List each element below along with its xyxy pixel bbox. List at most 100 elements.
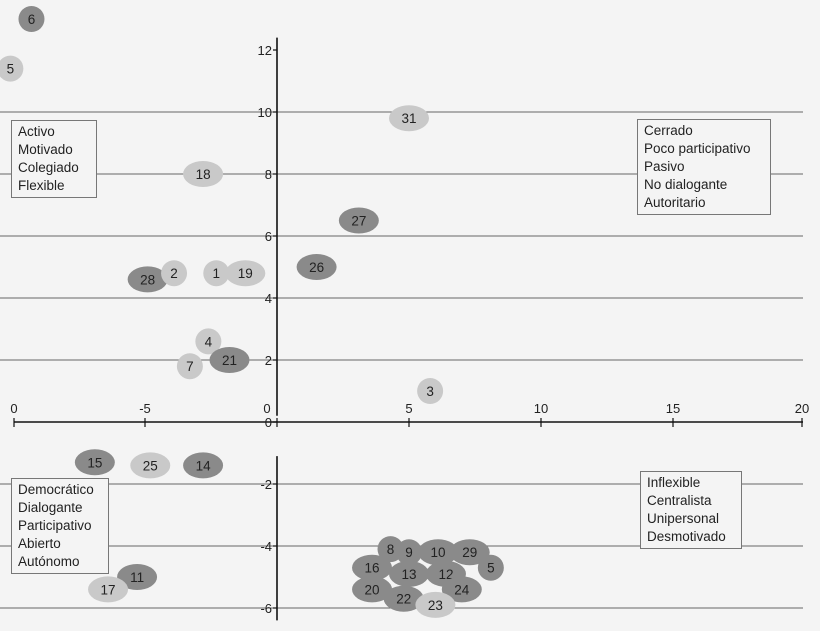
point-label: 25 xyxy=(143,458,158,473)
point-marker xyxy=(418,539,459,566)
x-tick-label: 5 xyxy=(405,401,412,416)
point-marker xyxy=(117,564,158,590)
point-marker xyxy=(88,576,129,603)
point-label: 16 xyxy=(365,561,380,576)
point-marker xyxy=(183,452,224,479)
point-label: 8 xyxy=(387,542,395,557)
box-line: Centralista xyxy=(647,493,712,508)
point-marker xyxy=(383,585,424,612)
point-marker xyxy=(183,161,224,187)
point-marker xyxy=(18,6,45,32)
point-marker xyxy=(441,576,482,603)
box-line: Flexible xyxy=(18,178,65,193)
box-line: Activo xyxy=(18,124,55,139)
x-tick-label: 20 xyxy=(795,401,809,416)
y-tick-label: 8 xyxy=(265,167,272,182)
point-label: 11 xyxy=(130,570,144,585)
point-label: 20 xyxy=(365,582,380,597)
point-label: 5 xyxy=(487,561,495,576)
legend-box-bottom-right: Inflexible Centralista Unipersonal Desmo… xyxy=(640,471,742,549)
point-marker xyxy=(127,266,168,293)
legend-box-bottom-left: Democrático Dialogante Participativo Abi… xyxy=(11,478,109,574)
point-marker xyxy=(225,260,266,287)
point-marker xyxy=(338,207,379,234)
x-tick-label: 10 xyxy=(534,401,548,416)
point-marker xyxy=(449,539,490,566)
box-line: Unipersonal xyxy=(647,511,720,526)
point-label: 22 xyxy=(396,592,411,607)
point-marker xyxy=(161,260,188,287)
box-line: No dialogante xyxy=(644,177,728,192)
data-point: 20 xyxy=(352,576,393,603)
data-point: 3 xyxy=(417,378,444,404)
y-tick-label: 10 xyxy=(258,105,272,120)
data-point: 9 xyxy=(396,539,422,566)
point-marker xyxy=(209,347,250,373)
point-label: 10 xyxy=(431,545,446,560)
data-point: 5 xyxy=(477,554,504,581)
data-point: 18 xyxy=(183,161,224,187)
x-tick-label: 0 xyxy=(263,401,270,416)
y-tick-label: 0 xyxy=(265,415,272,430)
data-point: 7 xyxy=(176,353,203,380)
point-label: 9 xyxy=(405,545,413,560)
point-marker xyxy=(195,328,222,355)
point-label: 24 xyxy=(454,582,470,597)
x-tick-label: -5 xyxy=(139,401,151,416)
point-label: 31 xyxy=(401,111,416,126)
point-marker xyxy=(389,105,429,132)
point-label: 26 xyxy=(309,260,324,275)
point-label: 29 xyxy=(462,545,477,560)
point-label: 1 xyxy=(213,266,221,281)
y-tick-label: 4 xyxy=(265,291,272,306)
point-marker xyxy=(477,554,504,581)
box-line: Poco participativo xyxy=(644,141,751,156)
point-label: 18 xyxy=(196,167,211,182)
data-point: 1 xyxy=(203,260,230,287)
x-tick-label: 15 xyxy=(666,401,680,416)
data-point: 15 xyxy=(74,449,115,476)
box-line: Autónomo xyxy=(18,554,80,569)
point-label: 3 xyxy=(426,384,434,399)
box-line: Dialogante xyxy=(18,500,83,515)
data-point: 10 xyxy=(418,539,459,566)
y-tick-label: 12 xyxy=(258,43,272,58)
point-label: 6 xyxy=(28,12,36,27)
data-point: 16 xyxy=(352,554,393,581)
point-label: 4 xyxy=(205,334,213,349)
point-marker xyxy=(417,378,444,404)
data-point: 22 xyxy=(383,585,424,612)
point-marker xyxy=(0,55,24,82)
point-marker xyxy=(415,591,456,618)
point-label: 12 xyxy=(438,567,453,582)
point-label: 21 xyxy=(222,353,237,368)
data-point: 25 xyxy=(130,452,171,479)
axes xyxy=(13,37,803,621)
box-line: Cerrado xyxy=(644,123,693,138)
data-point: 2 xyxy=(161,260,188,287)
box-line: Inflexible xyxy=(647,475,701,490)
data-point: 11 xyxy=(117,564,158,590)
data-point: 5 xyxy=(0,55,24,82)
box-line: Democrático xyxy=(18,482,94,497)
point-label: 14 xyxy=(196,458,212,473)
point-label: 19 xyxy=(238,266,253,281)
box-line: Abierto xyxy=(18,536,61,551)
point-marker xyxy=(389,560,429,587)
data-point: 23 xyxy=(415,591,456,618)
data-point: 21 xyxy=(209,347,250,373)
point-marker xyxy=(203,260,230,287)
y-tick-label: -4 xyxy=(260,539,272,554)
y-tick-label: 2 xyxy=(265,353,272,368)
grid-lines xyxy=(0,111,803,609)
y-tick-label: -2 xyxy=(260,477,272,492)
data-point: 17 xyxy=(88,576,129,603)
data-point: 28 xyxy=(127,266,168,293)
legend-box-top-left: Activo Motivado Colegiado Flexible xyxy=(11,120,97,198)
box-line: Pasivo xyxy=(644,159,685,174)
legend-box-top-right: Cerrado Poco participativo Pasivo No dia… xyxy=(637,119,771,215)
point-marker xyxy=(352,554,393,581)
box-line: Autoritario xyxy=(644,195,706,210)
